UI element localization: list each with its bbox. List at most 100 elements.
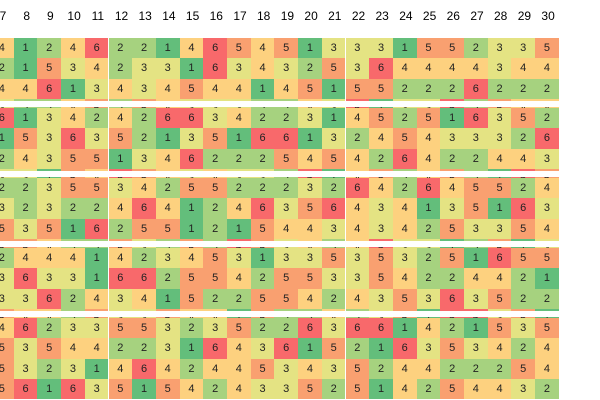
heatmap-cell[interactable]: 1	[155, 38, 180, 59]
heatmap-cell[interactable]: 1	[464, 318, 488, 339]
heatmap-cell[interactable]: 1	[108, 148, 133, 169]
heatmap-cell[interactable]: 2	[37, 318, 62, 339]
heatmap-cell[interactable]: 5	[298, 378, 322, 400]
heatmap-cell[interactable]: 4	[487, 148, 512, 169]
heatmap-cell[interactable]: 1	[464, 248, 488, 269]
heatmap-cell[interactable]: 5	[203, 178, 227, 199]
heatmap-cell[interactable]: 3	[369, 218, 393, 239]
heatmap-cell[interactable]: 2	[250, 268, 275, 289]
heatmap-cell[interactable]: 5	[274, 38, 299, 59]
heatmap-cell[interactable]: 5	[227, 38, 251, 59]
heatmap-cell[interactable]: 2	[250, 178, 275, 199]
heatmap-cell[interactable]: 5	[108, 318, 133, 339]
column-header[interactable]: 26	[446, 9, 460, 23]
heatmap-cell[interactable]: 5	[37, 218, 62, 239]
heatmap-cell[interactable]: 3	[416, 338, 441, 359]
heatmap-cell[interactable]: 4	[108, 358, 133, 379]
heatmap-cell[interactable]: 2	[37, 358, 62, 379]
heatmap-cell[interactable]: 1	[369, 338, 393, 359]
heatmap-cell[interactable]: 3	[61, 58, 85, 79]
heatmap-cell[interactable]: 2	[416, 78, 441, 99]
heatmap-cell[interactable]: 2	[345, 338, 370, 359]
heatmap-cell[interactable]: 4	[487, 268, 512, 289]
heatmap-cell[interactable]: 1	[369, 378, 393, 400]
heatmap-cell[interactable]: 2	[84, 108, 109, 129]
heatmap-cell[interactable]: 2	[0, 248, 14, 269]
heatmap-cell[interactable]: 3	[37, 108, 62, 129]
heatmap-cell[interactable]: 6	[369, 318, 393, 339]
heatmap-cell[interactable]: 4	[440, 178, 464, 199]
heatmap-cell[interactable]: 2	[0, 178, 14, 199]
heatmap-cell[interactable]: 3	[13, 218, 38, 239]
heatmap-cell[interactable]: 6	[250, 128, 275, 149]
heatmap-cell[interactable]: 2	[511, 78, 536, 99]
heatmap-cell[interactable]: 6	[487, 248, 512, 269]
heatmap-cell[interactable]: 2	[203, 148, 227, 169]
heatmap-cell[interactable]: 4	[511, 58, 536, 79]
heatmap-cell[interactable]: 5	[132, 318, 156, 339]
heatmap-cell[interactable]: 4	[227, 338, 251, 359]
heatmap-cell[interactable]: 4	[274, 218, 299, 239]
heatmap-cell[interactable]: 4	[487, 338, 512, 359]
heatmap-cell[interactable]: 4	[345, 288, 370, 309]
column-header[interactable]: 11	[91, 9, 105, 23]
heatmap-cell[interactable]: 5	[511, 108, 536, 129]
heatmap-cell[interactable]: 2	[416, 218, 441, 239]
heatmap-cell[interactable]: 3	[464, 218, 488, 239]
heatmap-cell[interactable]: 5	[250, 288, 275, 309]
heatmap-cell[interactable]: 2	[392, 78, 417, 99]
heatmap-cell[interactable]: 1	[179, 218, 204, 239]
heatmap-cell[interactable]: 5	[155, 218, 180, 239]
heatmap-cell[interactable]: 6	[0, 108, 14, 129]
heatmap-cell[interactable]: 1	[392, 318, 417, 339]
column-header[interactable]: 9	[47, 9, 54, 23]
heatmap-cell[interactable]: 5	[298, 198, 322, 219]
heatmap-cell[interactable]: 3	[440, 198, 464, 219]
heatmap-cell[interactable]: 6	[13, 268, 38, 289]
heatmap-cell[interactable]: 4	[535, 178, 559, 199]
heatmap-cell[interactable]: 3	[298, 108, 322, 129]
column-header[interactable]: 23	[375, 9, 389, 23]
heatmap-cell[interactable]: 6	[298, 318, 322, 339]
heatmap-cell[interactable]: 6	[274, 128, 299, 149]
heatmap-cell[interactable]: 4	[179, 248, 204, 269]
heatmap-cell[interactable]: 4	[84, 58, 109, 79]
heatmap-cell[interactable]: 2	[13, 198, 38, 219]
heatmap-cell[interactable]: 2	[511, 178, 536, 199]
heatmap-cell[interactable]: 5	[321, 148, 346, 169]
heatmap-cell[interactable]: 4	[392, 198, 417, 219]
heatmap-cell[interactable]: 5	[227, 318, 251, 339]
heatmap-cell[interactable]: 3	[37, 198, 62, 219]
heatmap-cell[interactable]: 1	[13, 58, 38, 79]
heatmap-cell[interactable]: 2	[132, 248, 156, 269]
heatmap-cell[interactable]: 5	[511, 358, 536, 379]
heatmap-cell[interactable]: 1	[61, 78, 85, 99]
heatmap-cell[interactable]: 2	[511, 288, 536, 309]
column-header[interactable]: 16	[209, 9, 223, 23]
column-header[interactable]: 14	[162, 9, 176, 23]
column-header[interactable]: 12	[114, 9, 129, 23]
heatmap-cell[interactable]: 6	[179, 148, 204, 169]
heatmap-cell[interactable]: 3	[84, 128, 109, 149]
heatmap-cell[interactable]: 6	[369, 58, 393, 79]
heatmap-cell[interactable]: 4	[155, 198, 180, 219]
heatmap-cell[interactable]: 2	[203, 378, 227, 400]
heatmap-cell[interactable]: 4	[227, 78, 251, 99]
heatmap-cell[interactable]: 3	[108, 178, 133, 199]
heatmap-cell[interactable]: 2	[203, 218, 227, 239]
heatmap-cell[interactable]: 5	[274, 148, 299, 169]
heatmap-cell[interactable]: 1	[179, 58, 204, 79]
heatmap-cell[interactable]: 2	[179, 318, 204, 339]
heatmap-cell[interactable]: 1	[179, 198, 204, 219]
heatmap-cell[interactable]: 6	[345, 178, 370, 199]
heatmap-cell[interactable]: 2	[416, 378, 441, 400]
heatmap-cell[interactable]: 4	[37, 248, 62, 269]
heatmap-cell[interactable]: 3	[298, 248, 322, 269]
heatmap-cell[interactable]: 4	[61, 38, 85, 59]
heatmap-cell[interactable]: 2	[155, 178, 180, 199]
heatmap-cell[interactable]: 2	[61, 288, 85, 309]
column-header[interactable]: 22	[351, 9, 366, 23]
column-header[interactable]: 28	[494, 9, 508, 23]
heatmap-cell[interactable]: 6	[511, 198, 536, 219]
heatmap-cell[interactable]: 4	[227, 378, 251, 400]
